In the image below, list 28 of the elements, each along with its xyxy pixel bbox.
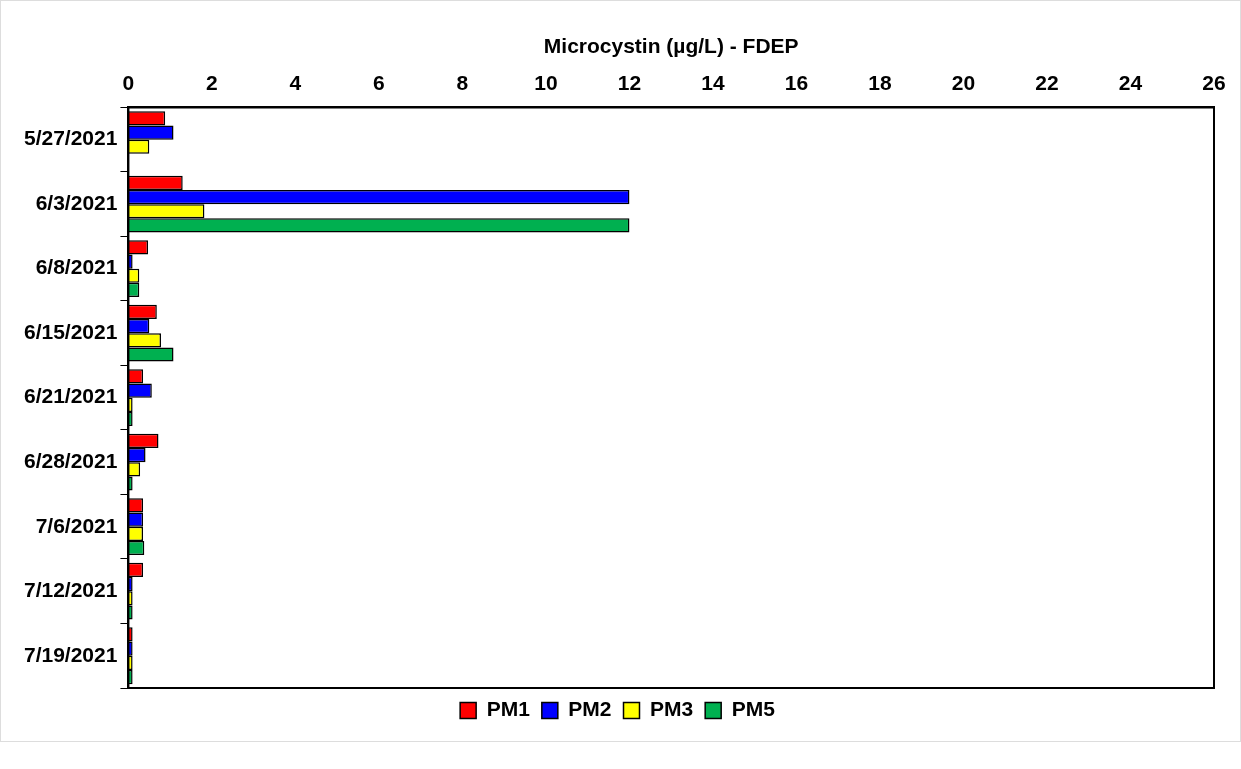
- y-tick-label: 6/15/2021: [23, 319, 118, 343]
- legend-label: PM5: [731, 697, 776, 721]
- legend-label: PM1: [486, 697, 531, 721]
- x-tick-label: 6: [373, 70, 385, 94]
- y-tick-label: 5/27/2021: [23, 126, 118, 150]
- x-tick-label: 0: [122, 70, 135, 94]
- x-tick-label: 20: [951, 70, 976, 94]
- x-tick-label: 4: [289, 70, 302, 94]
- y-tick-label: 6/3/2021: [35, 190, 118, 214]
- x-axis-title: Microcystin (µg/L) - FDEP: [543, 34, 799, 58]
- legend-label: PM2: [568, 697, 612, 721]
- x-tick-label: 10: [534, 70, 558, 94]
- y-tick-label: 6/28/2021: [23, 449, 118, 473]
- x-tick-label: 16: [784, 70, 809, 94]
- x-tick-label: 8: [456, 70, 469, 94]
- x-tick-label: 14: [701, 70, 725, 94]
- x-tick-label: 24: [1118, 70, 1143, 94]
- x-tick-label: 2: [206, 70, 218, 94]
- x-tick-label: 12: [617, 70, 642, 94]
- y-tick-label: 7/12/2021: [23, 578, 118, 602]
- y-tick-label: 6/21/2021: [23, 384, 118, 408]
- x-tick-label: 26: [1202, 70, 1226, 94]
- x-tick-label: 22: [1035, 70, 1059, 94]
- y-tick-label: 7/6/2021: [35, 513, 118, 537]
- y-tick-label: 6/8/2021: [35, 255, 118, 279]
- y-tick-label: 7/19/2021: [23, 642, 118, 666]
- x-tick-label: 18: [868, 70, 892, 94]
- legend-label: PM3: [650, 697, 694, 721]
